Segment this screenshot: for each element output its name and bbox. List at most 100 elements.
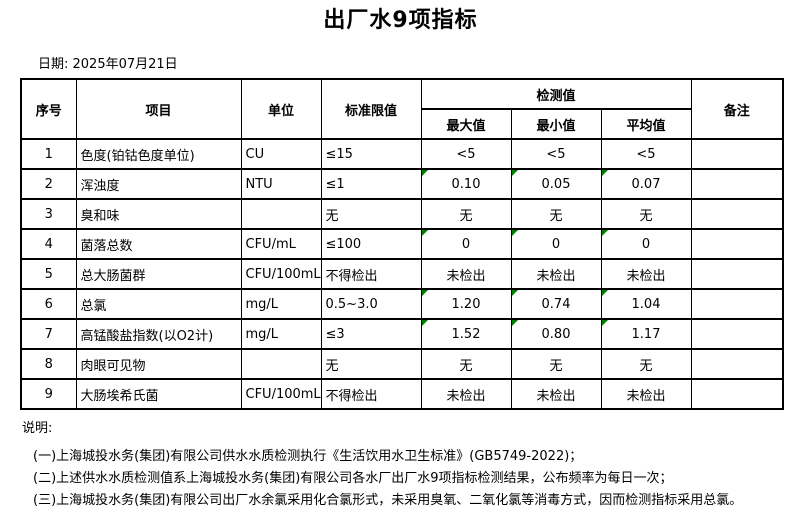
cell-item: 菌落总数 xyxy=(75,228,242,260)
cell-remark xyxy=(690,378,784,410)
cell-limit: 无 xyxy=(320,198,422,230)
notes-list: (一)上海城投水务(集团)有限公司供水水质检测执行《生活饮用水卫生标准》(GB5… xyxy=(33,446,742,512)
header-unit: 单位 xyxy=(240,78,322,140)
table-row: 7 高锰酸盐指数(以O2计) mg/L ≤3 1.52 0.80 1.17 xyxy=(20,318,784,350)
cell-min: 0 xyxy=(510,228,602,260)
cell-remark xyxy=(690,138,784,170)
table-body: 1 色度(铂钴色度单位) CU ≤15 <5 <5 <5 2 浑浊度 NTU ≤… xyxy=(20,138,784,410)
cell-max: 未检出 xyxy=(420,378,512,410)
cell-no: 6 xyxy=(20,288,77,320)
cell-limit: ≤1 xyxy=(320,168,422,200)
header-max: 最大值 xyxy=(420,108,512,140)
page-title: 出厂水9项指标 xyxy=(323,8,478,33)
header-detection-group: 检测值 xyxy=(420,78,692,110)
cell-unit: CFU/100mL xyxy=(240,258,322,290)
indicators-table: 序号 项目 单位 标准限值 检测值 备注 最大值 最小值 平均值 1 色度(铂钴… xyxy=(20,78,784,410)
excel-flag-triangle-icon xyxy=(422,231,428,236)
cell-remark xyxy=(690,228,784,260)
cell-max: 无 xyxy=(420,348,512,380)
cell-limit: ≤3 xyxy=(320,318,422,350)
cell-unit xyxy=(240,348,322,380)
cell-max: 0.10 xyxy=(420,168,512,200)
cell-avg: 未检出 xyxy=(600,258,692,290)
header-avg: 平均值 xyxy=(600,108,692,140)
cell-min: 0.80 xyxy=(510,318,602,350)
cell-min: 未检出 xyxy=(510,378,602,410)
excel-flag-triangle-icon xyxy=(602,321,608,326)
header-item: 项目 xyxy=(75,78,242,140)
cell-min: 无 xyxy=(510,348,602,380)
cell-no: 1 xyxy=(20,138,77,170)
cell-avg: 未检出 xyxy=(600,378,692,410)
table-row: 2 浑浊度 NTU ≤1 0.10 0.05 0.07 xyxy=(20,168,784,200)
cell-min: 0.74 xyxy=(510,288,602,320)
cell-unit: CU xyxy=(240,138,322,170)
table-row: 9 大肠埃希氏菌 CFU/100mL 不得检出 未检出 未检出 未检出 xyxy=(20,378,784,410)
cell-no: 9 xyxy=(20,378,77,410)
cell-avg: 无 xyxy=(600,198,692,230)
cell-avg: 1.17 xyxy=(600,318,692,350)
cell-remark xyxy=(690,198,784,230)
cell-avg: <5 xyxy=(600,138,692,170)
note-line: (二)上述供水水质检测值系上海城投水务(集团)有限公司各水厂出厂水9项指标检测结… xyxy=(33,471,673,486)
excel-flag-triangle-icon xyxy=(512,321,518,326)
header-remark: 备注 xyxy=(690,78,784,140)
table-row: 8 肉眼可见物 无 无 无 无 xyxy=(20,348,784,380)
cell-limit: 不得检出 xyxy=(320,258,422,290)
cell-limit: ≤15 xyxy=(320,138,422,170)
cell-item: 大肠埃希氏菌 xyxy=(75,378,242,410)
cell-max: 1.52 xyxy=(420,318,512,350)
cell-remark xyxy=(690,348,784,380)
table-row: 4 菌落总数 CFU/mL ≤100 0 0 0 xyxy=(20,228,784,260)
cell-item: 总大肠菌群 xyxy=(75,258,242,290)
cell-remark xyxy=(690,318,784,350)
notes-label: 说明: xyxy=(22,421,53,436)
cell-unit xyxy=(240,198,322,230)
excel-flag-triangle-icon xyxy=(602,291,608,296)
excel-flag-triangle-icon xyxy=(512,171,518,176)
cell-unit: mg/L xyxy=(240,288,322,320)
header-limit: 标准限值 xyxy=(320,78,422,140)
cell-avg: 0 xyxy=(600,228,692,260)
table-header: 序号 项目 单位 标准限值 检测值 备注 最大值 最小值 平均值 xyxy=(20,78,784,140)
note-line: (一)上海城投水务(集团)有限公司供水水质检测执行《生活饮用水卫生标准》(GB5… xyxy=(33,449,583,464)
cell-max: 未检出 xyxy=(420,258,512,290)
note-line: (三)上海城投水务(集团)有限公司出厂水余氯采用化合氯形式，未采用臭氧、二氧化氯… xyxy=(33,493,743,508)
cell-min: 未检出 xyxy=(510,258,602,290)
cell-remark xyxy=(690,288,784,320)
excel-flag-triangle-icon xyxy=(602,231,608,236)
cell-no: 4 xyxy=(20,228,77,260)
excel-flag-triangle-icon xyxy=(422,291,428,296)
cell-item: 臭和味 xyxy=(75,198,242,230)
excel-flag-triangle-icon xyxy=(422,171,428,176)
table-row: 1 色度(铂钴色度单位) CU ≤15 <5 <5 <5 xyxy=(20,138,784,170)
cell-min: <5 xyxy=(510,138,602,170)
cell-limit: ≤100 xyxy=(320,228,422,260)
date-label: 日期: 2025年07月21日 xyxy=(38,57,178,72)
cell-no: 3 xyxy=(20,198,77,230)
cell-item: 高锰酸盐指数(以O2计) xyxy=(75,318,242,350)
header-no: 序号 xyxy=(20,78,77,140)
cell-unit: CFU/mL xyxy=(240,228,322,260)
cell-remark xyxy=(690,168,784,200)
cell-avg: 1.04 xyxy=(600,288,692,320)
cell-limit: 不得检出 xyxy=(320,378,422,410)
excel-flag-triangle-icon xyxy=(512,291,518,296)
cell-avg: 0.07 xyxy=(600,168,692,200)
cell-max: 1.20 xyxy=(420,288,512,320)
cell-max: 0 xyxy=(420,228,512,260)
cell-max: 无 xyxy=(420,198,512,230)
cell-max: <5 xyxy=(420,138,512,170)
cell-no: 2 xyxy=(20,168,77,200)
excel-flag-triangle-icon xyxy=(422,321,428,326)
table-row: 6 总氯 mg/L 0.5~3.0 1.20 0.74 1.04 xyxy=(20,288,784,320)
cell-min: 无 xyxy=(510,198,602,230)
header-min: 最小值 xyxy=(510,108,602,140)
cell-remark xyxy=(690,258,784,290)
excel-flag-triangle-icon xyxy=(512,231,518,236)
cell-limit: 0.5~3.0 xyxy=(320,288,422,320)
table-row: 3 臭和味 无 无 无 无 xyxy=(20,198,784,230)
cell-unit: CFU/100mL xyxy=(240,378,322,410)
cell-no: 7 xyxy=(20,318,77,350)
